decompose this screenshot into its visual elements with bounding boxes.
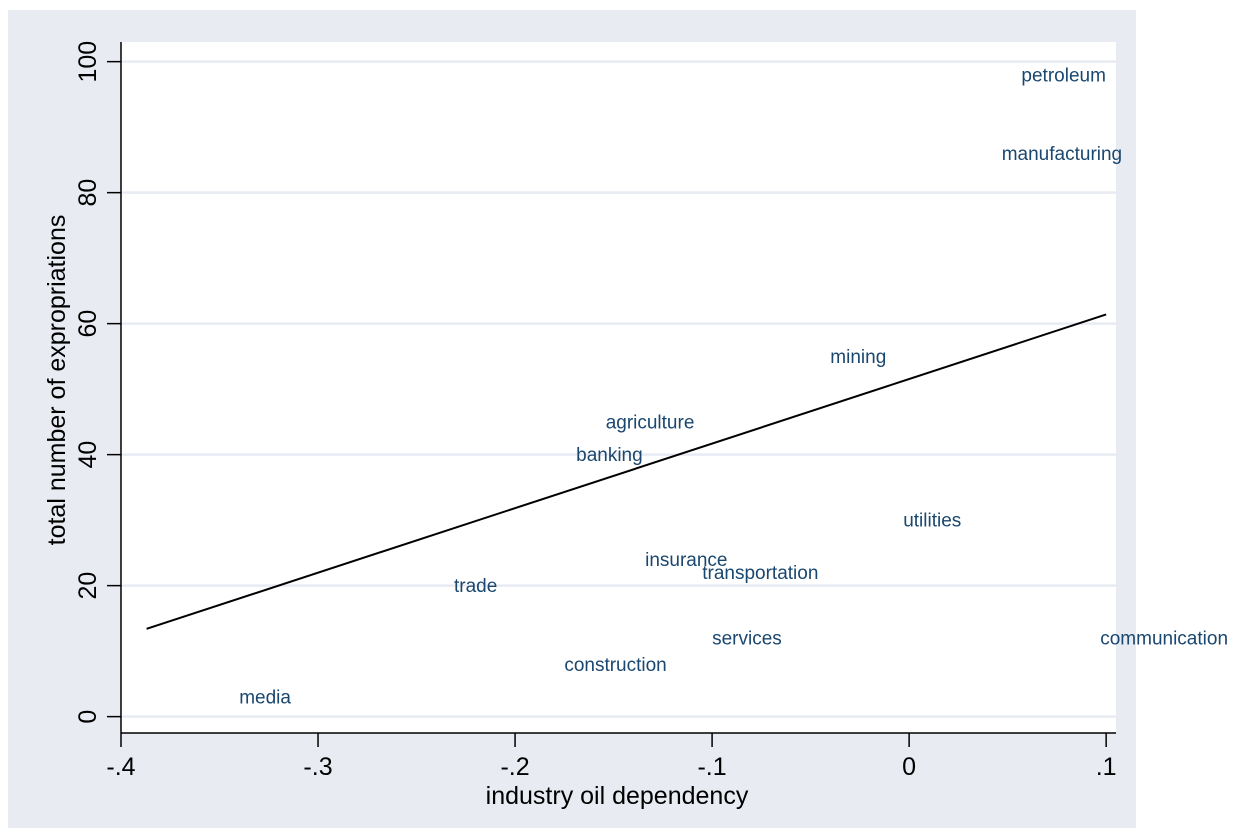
x-tick-label: -.2 (500, 753, 529, 781)
y-tick-label: 40 (74, 441, 102, 469)
point-label: construction (564, 655, 666, 676)
x-tick-label: -.4 (106, 753, 135, 781)
point-labels: petroleum manufacturing mining agriculture b… (239, 65, 1228, 708)
x-tick-label: -.1 (697, 753, 726, 781)
point-label: services (712, 629, 782, 650)
y-tick-label: 0 (74, 710, 102, 724)
point-label: transportation (702, 563, 818, 584)
point-label: trade (454, 576, 497, 597)
point-label: media (239, 688, 291, 709)
gridlines (121, 60, 1116, 718)
plot-area (121, 42, 1116, 733)
y-tick-label: 80 (74, 179, 102, 207)
x-tick-label: 0 (902, 753, 916, 781)
y-tick-label: 20 (74, 572, 102, 600)
fit-line-group (146, 313, 1107, 630)
x-axis-title: industry oil dependency (486, 782, 749, 810)
axes: 0 20 40 60 80 100 -.4 -.3 -.2 -.1 0 .1 (74, 41, 1117, 781)
point-label: utilities (903, 511, 961, 532)
y-axis-title: total number of expropriations (43, 215, 71, 546)
x-tick-label: -.3 (303, 753, 332, 781)
point-label: mining (830, 347, 886, 368)
point-label: insurance (645, 550, 727, 571)
fit-line (146, 313, 1107, 630)
point-label: communication (1100, 629, 1228, 650)
y-tick-label: 100 (74, 41, 102, 83)
point-label: petroleum (1021, 65, 1106, 86)
y-tick-label: 60 (74, 310, 102, 338)
x-tick-label: .1 (1096, 753, 1117, 781)
point-label: manufacturing (1002, 144, 1122, 165)
point-label: agriculture (606, 412, 695, 433)
point-label: banking (576, 445, 643, 466)
